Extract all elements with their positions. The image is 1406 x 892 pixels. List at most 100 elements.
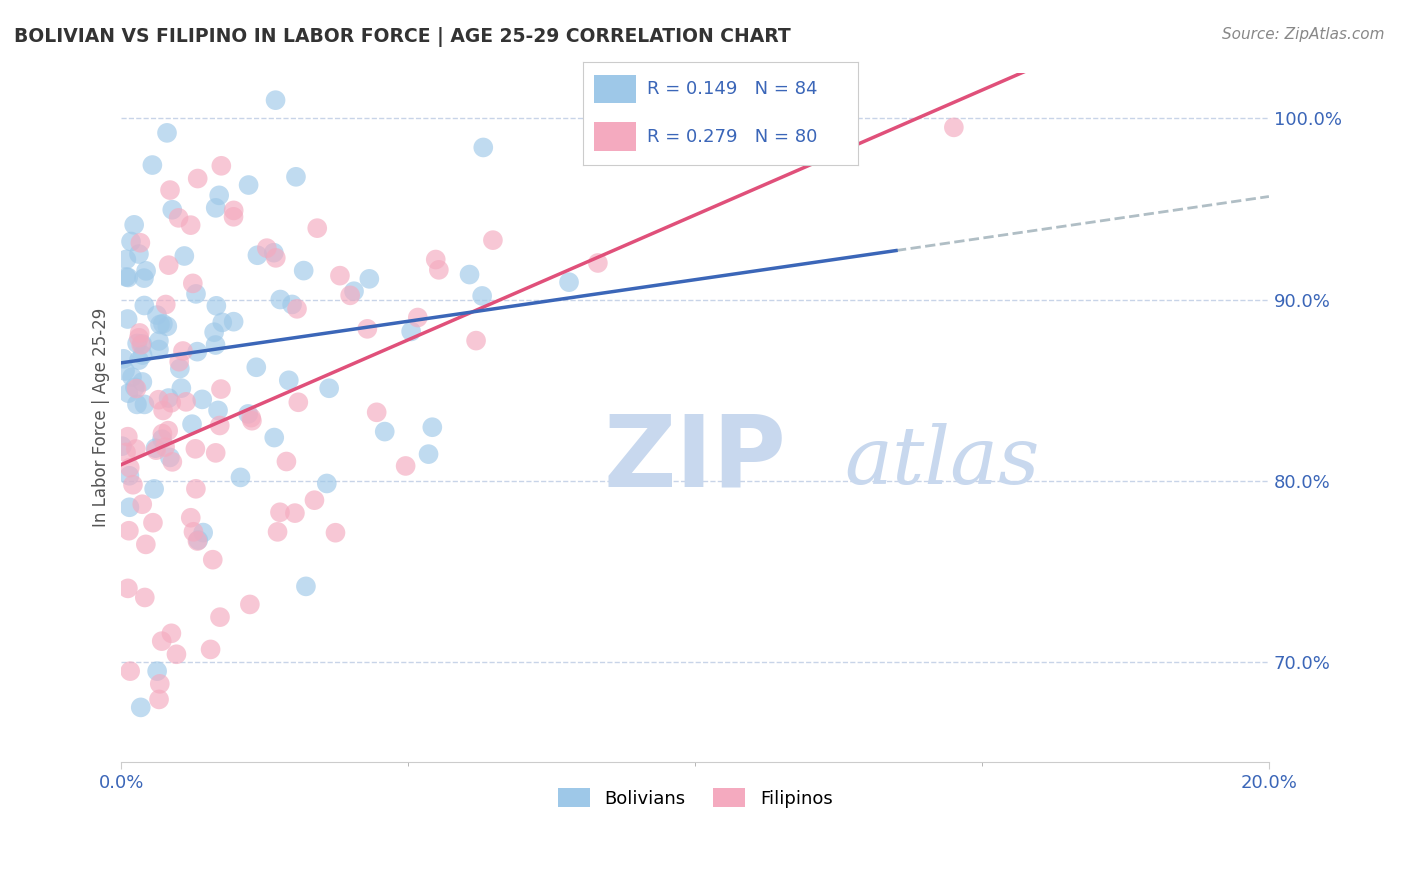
Point [134,397,156,411]
Point [115,445,138,459]
Point [128,247,150,261]
Point [170,381,193,395]
Point [586,256,609,270]
Point [114,364,136,378]
Point [141,158,163,172]
Point [148,692,170,706]
Point [145,443,167,458]
Point [145,441,167,455]
Point [122,218,145,232]
Point [135,537,157,551]
Point [229,470,252,484]
Point [146,664,169,678]
Point [131,348,153,362]
Point [356,322,378,336]
Point [120,235,142,249]
Point [465,334,488,348]
Point [359,272,381,286]
Point [167,211,190,225]
Text: R = 0.279   N = 80: R = 0.279 N = 80 [647,128,817,145]
Point [287,395,309,409]
Point [149,677,172,691]
Point [183,524,205,539]
Point [366,405,388,419]
Point [399,325,422,339]
Point [201,552,224,566]
Point [266,524,288,539]
Point [172,343,194,358]
Point [117,270,139,285]
Point [132,271,155,285]
Point [207,403,229,417]
Point [121,370,143,384]
Point [184,286,207,301]
Point [181,277,204,291]
Point [406,310,429,325]
Point [135,264,157,278]
Point [117,430,139,444]
Point [115,269,138,284]
Point [256,241,278,255]
Point [118,524,141,538]
Point [165,647,187,661]
Point [167,355,190,369]
Point [184,442,207,456]
Point [118,460,141,475]
Point [150,432,173,446]
Point [222,210,245,224]
Point [181,417,204,432]
Point [211,315,233,329]
Point [209,382,232,396]
Point [134,591,156,605]
Point [148,343,170,357]
Point [131,337,153,351]
Point [120,664,142,678]
Point [205,299,228,313]
Point [173,249,195,263]
Point [184,482,207,496]
Point [240,414,263,428]
Point [202,325,225,339]
Point [146,308,169,322]
Point [180,218,202,232]
Point [458,268,481,282]
Text: BOLIVIAN VS FILIPINO IN LABOR FORCE | AGE 25-29 CORRELATION CHART: BOLIVIAN VS FILIPINO IN LABOR FORCE | AG… [14,27,790,46]
Point [204,201,226,215]
Point [156,319,179,334]
Point [125,442,148,456]
Point [191,525,214,540]
Point [152,426,174,441]
Point [117,312,139,326]
Point [339,288,361,302]
Point [325,525,347,540]
Point [112,351,135,366]
Point [204,338,226,352]
Legend: Bolivians, Filipinos: Bolivians, Filipinos [551,780,839,814]
Point [160,626,183,640]
Point [394,458,416,473]
Text: Source: ZipAtlas.com: Source: ZipAtlas.com [1222,27,1385,42]
Point [153,440,176,454]
Point [292,263,315,277]
Point [118,500,141,515]
Point [425,252,447,267]
Point [157,258,180,272]
Point [471,289,494,303]
Point [307,221,329,235]
Point [152,317,174,331]
Point [162,202,184,217]
Point [117,386,139,401]
Point [558,275,581,289]
Point [209,159,232,173]
Point [482,233,505,247]
Point [148,334,170,348]
Point [128,326,150,340]
Point [343,284,366,298]
Point [942,120,965,135]
Point [204,446,226,460]
Point [180,510,202,524]
Point [157,391,180,405]
Point [149,318,172,332]
Point [238,178,260,192]
Point [264,251,287,265]
